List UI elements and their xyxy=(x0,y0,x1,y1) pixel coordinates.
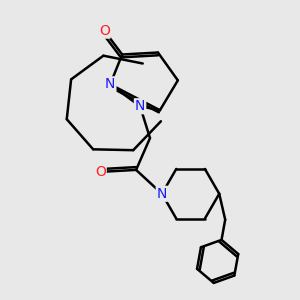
Text: N: N xyxy=(105,77,116,91)
Text: O: O xyxy=(95,165,106,179)
Text: O: O xyxy=(99,24,110,38)
Text: N: N xyxy=(157,187,167,201)
Text: N: N xyxy=(135,99,145,113)
